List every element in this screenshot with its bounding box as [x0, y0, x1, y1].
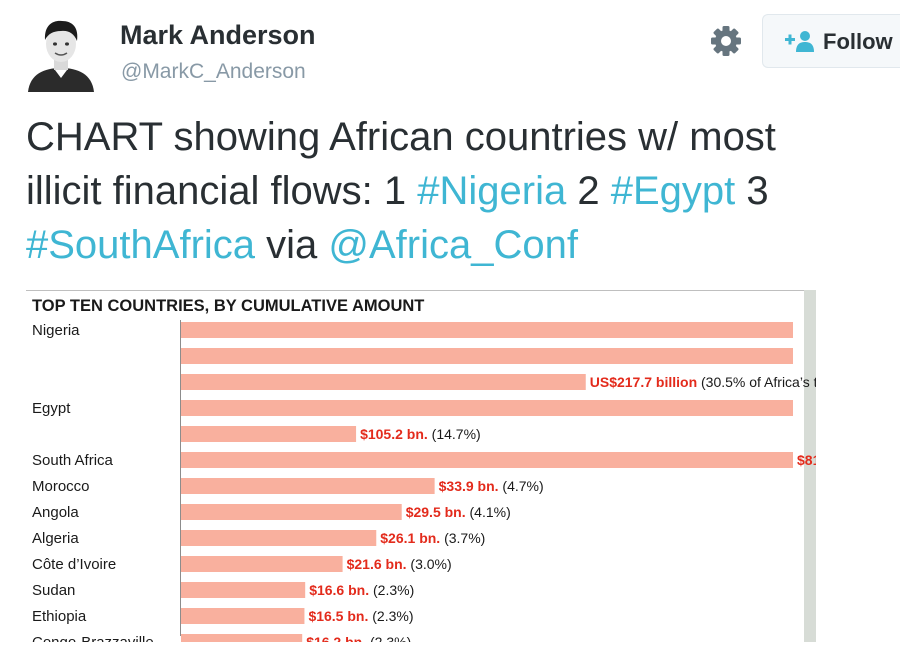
chart-title: TOP TEN COUNTRIES, BY CUMULATIVE AMOUNT: [32, 297, 424, 315]
hashtag-southafrica[interactable]: #SouthAfrica: [26, 223, 256, 267]
share-label: (30.5% of Africa’s total): [697, 374, 816, 390]
share-label: (2.3%): [369, 582, 414, 598]
share-label: (2.3%): [368, 608, 413, 624]
settings-button[interactable]: [709, 24, 743, 58]
chart-image[interactable]: TOP TEN COUNTRIES, BY CUMULATIVE AMOUNT …: [26, 290, 816, 642]
value-label: $33.9 bn.: [439, 478, 499, 494]
value-label: $16.2 bn.: [306, 634, 366, 642]
mention-africa-conf[interactable]: @Africa_Conf: [328, 223, 578, 267]
data-label: $33.9 bn. (4.7%): [439, 478, 544, 494]
bar: [181, 556, 343, 572]
bar: [181, 400, 793, 416]
share-label: (4.1%): [466, 504, 511, 520]
follow-button[interactable]: Follow: [762, 14, 900, 68]
gear-icon: [711, 26, 741, 56]
bar: [181, 452, 793, 468]
category-label: Algeria: [32, 530, 79, 547]
bar: [181, 322, 793, 338]
tweet-text-segment: illicit financial flows: 1: [26, 169, 418, 213]
bar: [181, 582, 306, 598]
data-label: $26.1 bn. (3.7%): [380, 530, 485, 546]
share-label: (3.0%): [407, 556, 452, 572]
value-label: $81.8 bn.: [797, 452, 816, 468]
user-handle[interactable]: @MarkC_Anderson: [121, 60, 306, 83]
category-label: Nigeria: [32, 322, 80, 339]
data-label: $21.6 bn. (3.0%): [347, 556, 452, 572]
category-label: Egypt: [32, 400, 71, 417]
tweet-text-segment: via: [255, 223, 329, 267]
bar: [181, 348, 793, 364]
avatar-image: [22, 14, 100, 92]
value-label: $29.5 bn.: [406, 504, 466, 520]
share-label: (2.3%): [366, 634, 411, 642]
value-label: $16.5 bn.: [308, 608, 368, 624]
data-label: $16.2 bn. (2.3%): [306, 634, 411, 642]
share-label: (14.7%): [428, 426, 481, 442]
bar: [181, 504, 402, 520]
data-label: $105.2 bn. (14.7%): [360, 426, 481, 442]
tweet-line-1: CHART showing African countries w/ most: [26, 110, 896, 164]
bar: [181, 530, 377, 546]
hashtag-nigeria[interactable]: #Nigeria: [417, 169, 567, 213]
avatar[interactable]: [22, 14, 100, 92]
value-label: US$217.7 billion: [590, 374, 697, 390]
tweet-text: CHART showing African countries w/ most …: [26, 110, 896, 272]
category-label: Sudan: [32, 582, 75, 599]
chart-side-strip: [804, 290, 816, 642]
category-label: Congo-Brazzaville: [32, 634, 154, 642]
value-label: $105.2 bn.: [360, 426, 428, 442]
share-label: (4.7%): [499, 478, 544, 494]
category-label: Côte d’Ivoire: [32, 556, 116, 573]
tweet-line-2: illicit financial flows: 1 #Nigeria 2 #E…: [26, 164, 896, 218]
value-label: $26.1 bn.: [380, 530, 440, 546]
category-label: Ethiopia: [32, 608, 87, 625]
data-label: $29.5 bn. (4.1%): [406, 504, 511, 520]
tweet-text-segment: 3: [735, 169, 769, 213]
value-label: $16.6 bn.: [309, 582, 369, 598]
category-label: South Africa: [32, 452, 114, 469]
bar: [181, 478, 435, 494]
hashtag-egypt[interactable]: #Egypt: [610, 169, 736, 213]
bar: [181, 634, 303, 642]
value-label: $21.6 bn.: [347, 556, 407, 572]
bar: [181, 374, 586, 390]
bar: [181, 426, 357, 442]
data-label: $16.5 bn. (2.3%): [308, 608, 413, 624]
follow-label: Follow: [823, 29, 893, 54]
category-label: Angola: [32, 504, 79, 521]
add-user-icon: [785, 31, 814, 52]
bar: [181, 608, 305, 624]
data-label: $81.8 bn. (11.4%): [797, 452, 816, 468]
tweet-text-segment: CHART showing African countries w/ most: [26, 115, 776, 159]
data-label: US$217.7 billion (30.5% of Africa’s tota…: [590, 374, 816, 390]
tweet-text-segment: 2: [566, 169, 611, 213]
display-name[interactable]: Mark Anderson: [120, 20, 316, 50]
category-label: Morocco: [32, 478, 90, 495]
tweet-line-3: #SouthAfrica via @Africa_Conf: [26, 218, 896, 272]
data-label: $16.6 bn. (2.3%): [309, 582, 414, 598]
share-label: (3.7%): [440, 530, 485, 546]
